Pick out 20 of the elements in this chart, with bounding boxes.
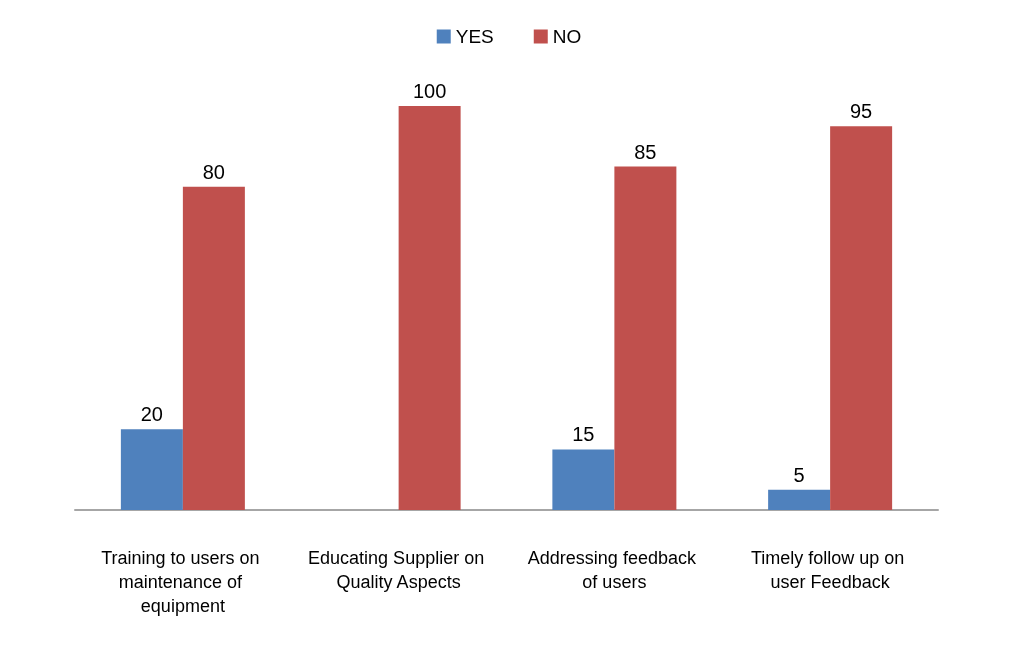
legend-label: NO [552, 26, 582, 47]
data-label: 95 [850, 100, 873, 123]
bar [768, 489, 831, 510]
bar [614, 166, 677, 510]
data-label: 5 [793, 463, 805, 486]
data-label: 80 [202, 160, 225, 183]
data-label: 85 [634, 140, 657, 163]
x-tick-label: Addressing feedback of users [527, 548, 701, 592]
x-tick-label: Educating Supplier on Quality Aspects [308, 548, 490, 592]
x-tick-label: Training to users on maintenance of equipment [101, 548, 265, 616]
data-label: 100 [412, 80, 447, 102]
bar [552, 449, 615, 510]
x-tick-label: Timely follow up on user Feedback [750, 548, 910, 592]
legend-label: YES [455, 26, 494, 47]
data-label: 20 [140, 403, 163, 426]
bar [182, 186, 245, 510]
bar [398, 106, 461, 510]
bar [830, 126, 893, 510]
data-label: 15 [572, 423, 595, 446]
bar [120, 429, 183, 510]
